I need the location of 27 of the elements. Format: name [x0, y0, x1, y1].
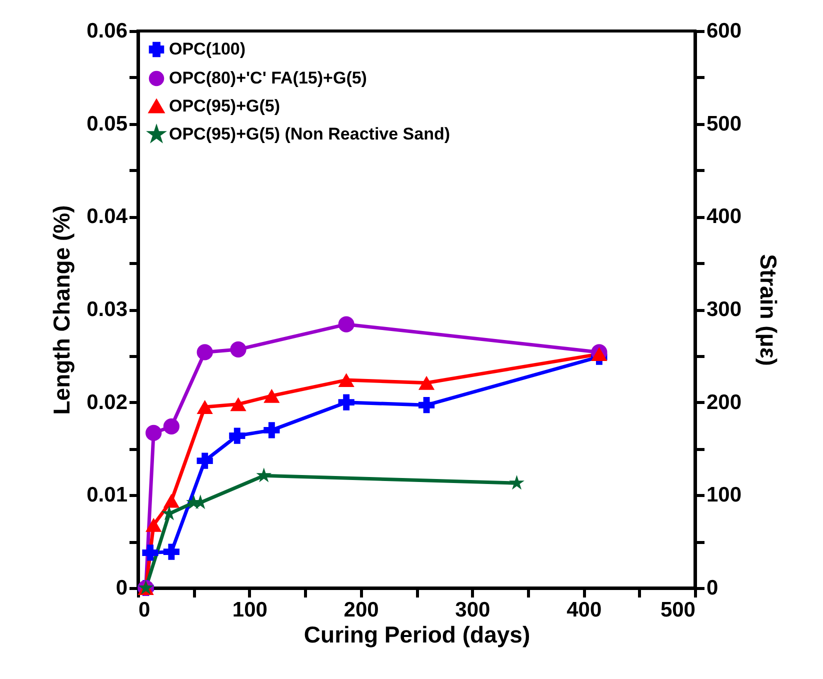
legend-label: OPC(100)	[169, 40, 246, 58]
y2-tick-label: 0	[706, 576, 718, 600]
y2-axis-title: Strain (με)	[756, 254, 782, 366]
x-axis-title: Curing Period (days)	[304, 622, 530, 648]
y-tick-label: 0	[116, 576, 128, 600]
legend-label: OPC(95)+G(5) (Non Reactive Sand)	[169, 124, 450, 144]
y2-tick-label: 300	[706, 298, 742, 321]
x-tick-label: 200	[344, 598, 379, 622]
y-tick-label: 0.04	[86, 205, 128, 228]
y2-tick-label: 200	[706, 390, 742, 414]
legend-label: OPC(95)+G(5)	[169, 96, 280, 116]
y-tick-label: 0.02	[86, 390, 128, 414]
y-tick-label: 0.03	[86, 298, 128, 321]
y-tick-label: 0.06	[86, 20, 128, 42]
y-tick-label: 0.01	[86, 484, 128, 507]
x-tick-label: 500	[660, 598, 696, 622]
y-tick-label: 0.05	[86, 112, 128, 136]
x-tick-label: 400	[566, 598, 602, 622]
legend-label: OPC(80)+'C' FA(15)+G(5)	[169, 68, 367, 88]
y2-tick-label: 600	[706, 20, 742, 42]
x-tick-label: 100	[232, 598, 268, 622]
x-tick-label: 0	[138, 598, 150, 622]
y2-tick-label: 100	[706, 484, 742, 507]
y2-tick-label: 400	[706, 205, 742, 228]
y2-tick-label: 500	[706, 112, 742, 136]
y-axis-title: Length Change (%)	[48, 205, 75, 415]
x-tick-label: 300	[455, 598, 490, 622]
